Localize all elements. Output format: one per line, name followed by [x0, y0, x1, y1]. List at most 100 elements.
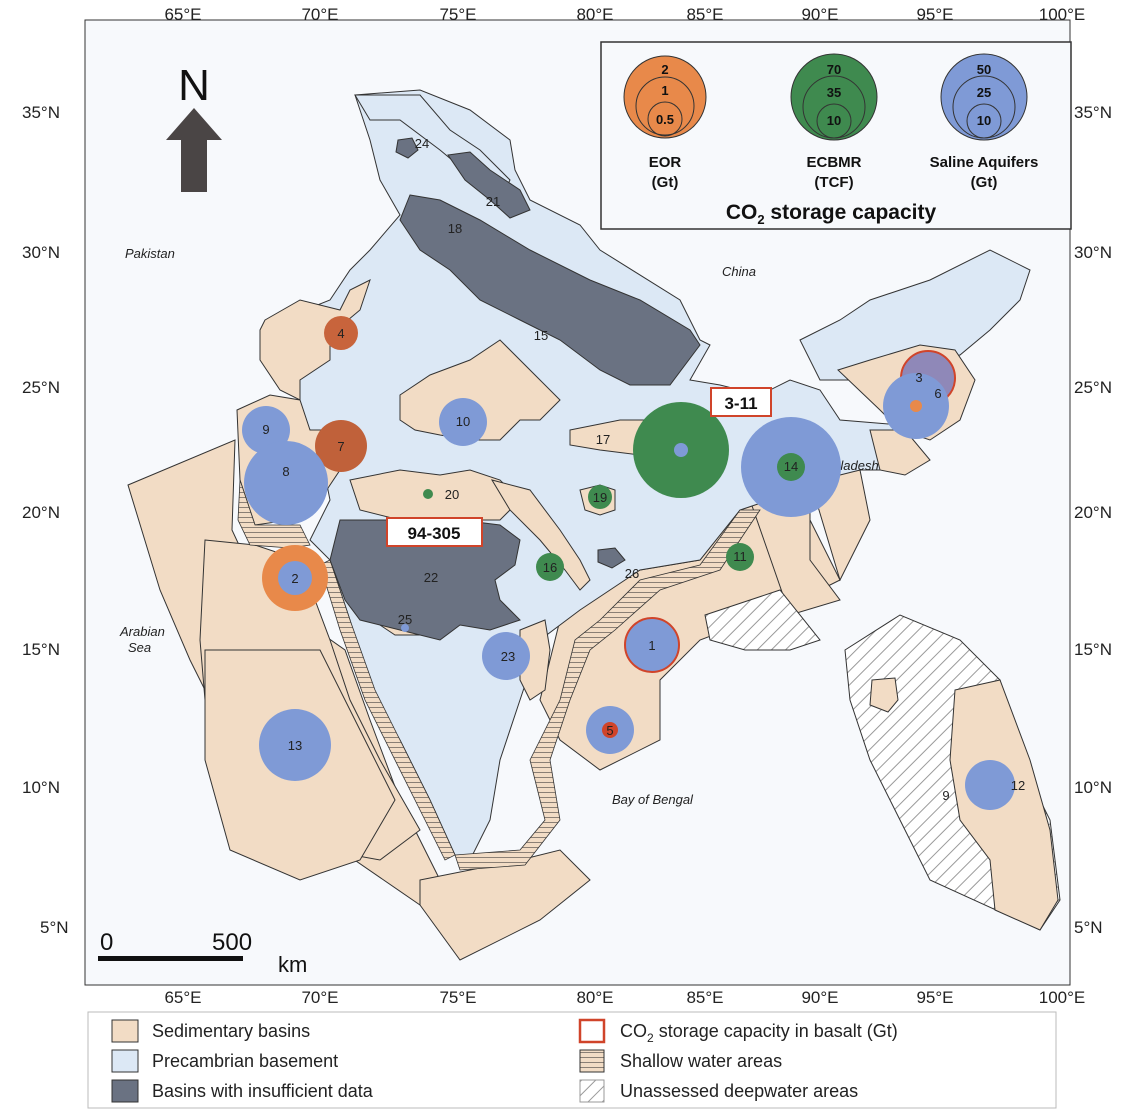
legend-ecbmr-value: 35	[827, 85, 841, 100]
basin-number: 9	[262, 422, 269, 437]
basin-number: 12	[1011, 778, 1025, 793]
lat-tick: 35°N	[22, 103, 60, 122]
legend-ecbmr-unit: (TCF)	[814, 174, 853, 191]
basin-number: 11	[733, 549, 747, 564]
lon-tick: 100°E	[1039, 5, 1086, 24]
legend-ecbmr: 70 35 10 ECBMR (TCF)	[790, 53, 878, 191]
capacity-legend-title: CO2 storage capacity	[726, 201, 937, 227]
legend-saline-value: 10	[977, 113, 991, 128]
capacity-bubbles	[242, 316, 1015, 810]
scale-unit: km	[278, 952, 307, 977]
bottom-longitude-ticks: 65°E 70°E 75°E 80°E 85°E 90°E 95°E 100°E	[164, 988, 1085, 1007]
basin-number: 24	[415, 136, 429, 151]
basin-number: 14	[784, 459, 798, 474]
basin-number: 23	[501, 649, 515, 664]
eor-bubble	[602, 722, 618, 738]
saline-bubble	[965, 760, 1015, 810]
basalt-label-rajmahal: 3-11	[724, 394, 757, 413]
basin-number: 21	[486, 194, 500, 209]
ecbmr-bubble	[536, 553, 564, 581]
legend-ecbmr-label: ECBMR	[807, 154, 862, 171]
scale-bar-line	[98, 956, 243, 961]
eor-outer-circle	[623, 55, 707, 139]
capacity-legend: 2 1 0.5 EOR (Gt) 70 35 10 ECBMR (TCF) 50…	[600, 41, 1072, 230]
basalt-box-deccan	[386, 517, 483, 547]
basin-number: 3	[915, 370, 922, 385]
basin-number: 15	[534, 328, 548, 343]
saline-bubble	[674, 443, 688, 457]
insufficient-data-basins	[329, 137, 701, 641]
lon-tick: 90°E	[801, 5, 838, 24]
swatch-basalt	[578, 1018, 606, 1044]
basin-number: 26	[625, 566, 639, 581]
north-label: N	[178, 61, 210, 110]
lat-tick: 20°N	[22, 503, 60, 522]
basin-number: 1	[648, 638, 655, 653]
north-arrow: N	[166, 61, 222, 192]
ecbmr-outer-circle	[790, 53, 878, 141]
eor-bubble	[910, 400, 922, 412]
saline-bubble	[624, 617, 680, 673]
basin-number: 18	[448, 221, 462, 236]
basin-number: 19	[593, 490, 607, 505]
legend-saline-value: 25	[977, 85, 991, 100]
basalt-box-rajmahal	[710, 387, 772, 417]
bottom-legend: Sedimentary basins Precambrian basement …	[87, 1011, 1057, 1109]
lon-tick: 85°E	[686, 988, 723, 1007]
lon-tick: 85°E	[686, 5, 723, 24]
legend-shallow: Shallow water areas	[620, 1051, 782, 1071]
basin-number: 8	[282, 464, 289, 479]
deepwater-area-bay	[704, 589, 821, 651]
legend-deepwater: Unassessed deepwater areas	[620, 1081, 858, 1101]
lat-tick: 30°N	[1074, 243, 1112, 262]
lon-tick: 75°E	[439, 5, 476, 24]
basin-number: 22	[424, 570, 438, 585]
ecbmr-bubble	[726, 543, 754, 571]
saline-bubble	[244, 441, 328, 525]
legend-ecbmr-value: 70	[827, 62, 841, 77]
scale-bar: 0 500 km	[98, 929, 307, 977]
legend-eor-value: 1	[661, 83, 668, 98]
lat-tick: 20°N	[1074, 503, 1112, 522]
basalt-capacity-labels: 94-305 3-11	[386, 387, 772, 547]
legend-saline-label: Saline Aquifers	[930, 154, 1039, 171]
legend-sedimentary: Sedimentary basins	[152, 1021, 310, 1041]
basin-number: 13	[288, 738, 302, 753]
basin-number: 5	[606, 723, 613, 738]
legend-eor: 2 1 0.5 EOR (Gt)	[623, 55, 707, 191]
bottom-legend-box	[87, 1011, 1057, 1109]
offshore-sedimentary-zones	[127, 439, 871, 961]
legend-eor-value: 2	[661, 62, 668, 77]
legend-insufficient: Basins with insufficient data	[152, 1081, 374, 1101]
lat-tick: 10°N	[22, 778, 60, 797]
basin-number: 17	[596, 432, 610, 447]
place-bay-of-bengal: Bay of Bengal	[612, 792, 694, 807]
place-arabian-sea: Sea	[128, 640, 151, 655]
lon-tick: 95°E	[916, 5, 953, 24]
basin-number: 6	[934, 386, 941, 401]
scale-value: 500	[212, 929, 252, 956]
eor-bubble	[315, 420, 367, 472]
lon-tick: 100°E	[1039, 988, 1086, 1007]
swatch-sedimentary	[111, 1019, 139, 1043]
lon-tick: 65°E	[164, 5, 201, 24]
saline-bubble	[439, 398, 487, 446]
basin-number: 20	[445, 487, 459, 502]
basin-number: 25	[398, 612, 412, 627]
lat-tick: 25°N	[1074, 378, 1112, 397]
legend-eor-label: EOR	[649, 154, 682, 171]
saline-bubble	[278, 561, 312, 595]
top-longitude-ticks: 65°E 70°E 75°E 80°E 85°E 90°E 95°E 100°E	[164, 5, 1085, 24]
lat-tick: 15°N	[22, 640, 60, 659]
legend-saline-value: 50	[977, 62, 991, 77]
left-latitude-ticks: 35°N 30°N 25°N 20°N 15°N 10°N 5°N	[22, 103, 69, 937]
place-arabian-sea: Arabian	[119, 624, 165, 639]
saline-bubble	[259, 709, 331, 781]
lon-tick: 75°E	[439, 988, 476, 1007]
lat-tick: 10°N	[1074, 778, 1112, 797]
swatch-insufficient	[111, 1079, 139, 1103]
legend-precambrian: Precambrian basement	[152, 1051, 338, 1071]
lon-tick: 80°E	[576, 988, 613, 1007]
